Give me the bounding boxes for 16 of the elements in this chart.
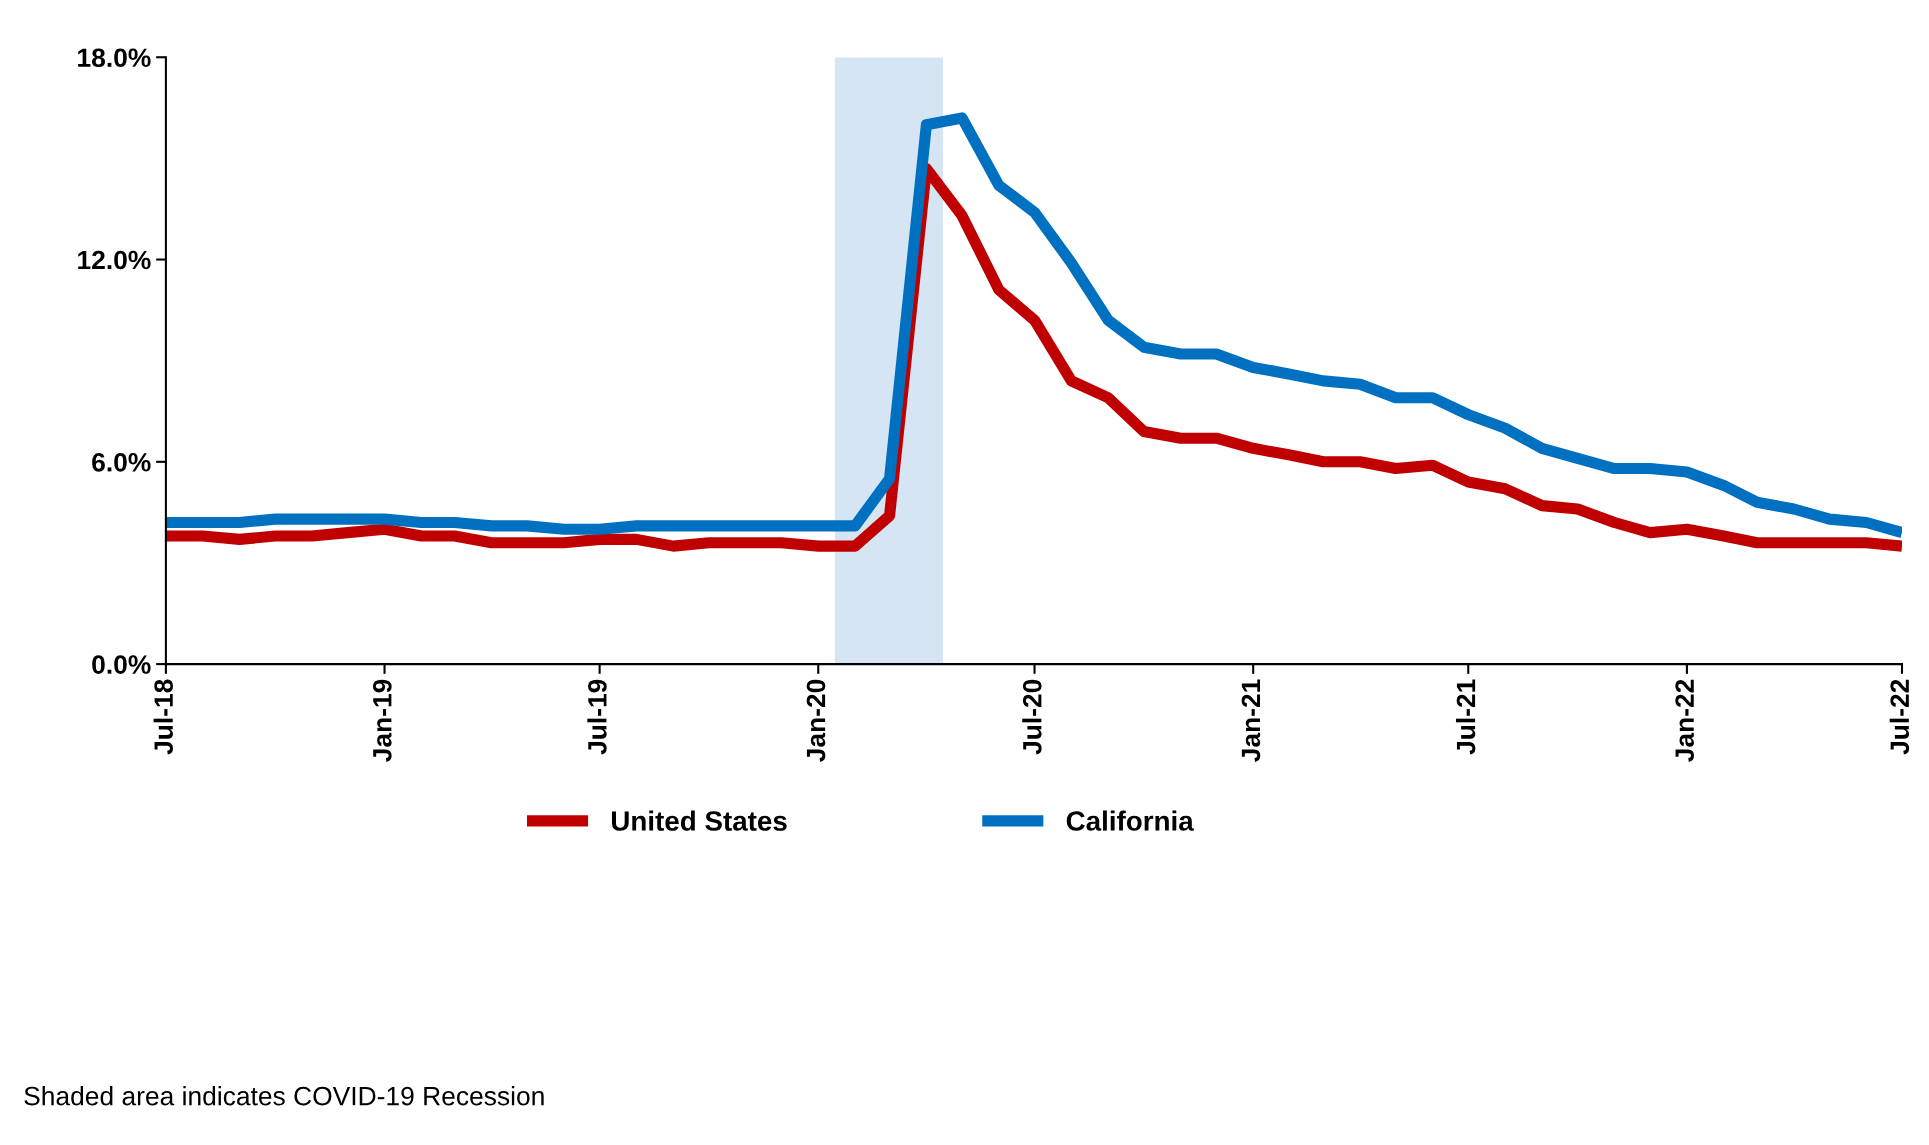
- text: Shaded area indicates COVID-19 Recession: [24, 1086, 544, 1106]
- x-tick-label: Jan-19: [372, 679, 392, 762]
- x-tick-label: Jan-22: [1675, 679, 1694, 762]
- x-tick-label: Jan-21: [1241, 679, 1261, 762]
- legend-label: United States: [611, 810, 787, 831]
- x-tick-label: Jul-19: [587, 679, 607, 755]
- legend-label: California: [1066, 810, 1194, 831]
- x-tick-label: Jul-20: [1022, 679, 1042, 755]
- x-tick-label: Jul-21: [1455, 679, 1476, 755]
- y-tick-label: 6.0%: [92, 452, 151, 472]
- x-tick-label: Jan-20: [806, 679, 826, 762]
- y-tick-label: 0.0%: [92, 655, 151, 674]
- x-tick-label: Jul-18: [153, 679, 173, 755]
- y-tick-label: 12.0%: [78, 250, 151, 270]
- x-tick-label: Jul-22: [1889, 679, 1910, 755]
- y-tick-label: 18.0%: [78, 48, 151, 68]
